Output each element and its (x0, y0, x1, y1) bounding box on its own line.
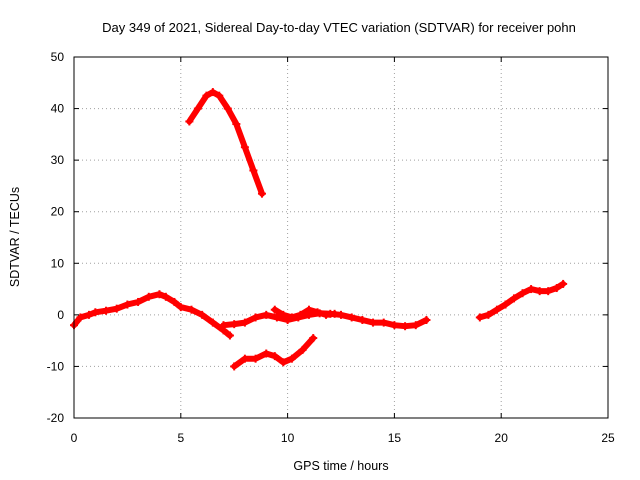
y-tick-label: 50 (51, 50, 65, 64)
data-point (257, 189, 266, 198)
data-point (225, 331, 234, 340)
x-tick-label: 5 (177, 431, 184, 445)
data-point (270, 352, 279, 361)
data-point (240, 143, 249, 152)
data-point (369, 318, 378, 327)
data-point (102, 306, 111, 315)
data-point (330, 309, 339, 318)
data-point (484, 310, 493, 319)
x-tick-label: 10 (281, 431, 295, 445)
data-point (298, 345, 307, 354)
x-axis-label: GPS time / hours (293, 459, 388, 473)
y-tick-label: 30 (51, 153, 65, 167)
data-point (193, 104, 202, 113)
data-point (240, 318, 249, 327)
data-point (91, 308, 100, 317)
data-point (270, 305, 279, 314)
data-point (76, 313, 85, 322)
data-point (215, 91, 224, 100)
y-axis-label: SDTVAR / TECUs (8, 187, 22, 287)
data-point (272, 313, 281, 322)
data-point (251, 354, 260, 363)
data-point (198, 310, 207, 319)
data-point (518, 289, 527, 298)
x-tick-label: 25 (601, 431, 615, 445)
data-point (501, 300, 510, 309)
data-point (208, 318, 217, 327)
data-point (535, 287, 544, 296)
data-point (232, 120, 241, 129)
data-point (230, 362, 239, 371)
data-point (309, 334, 318, 343)
data-point (112, 304, 121, 313)
data-point (223, 104, 232, 113)
data-point (322, 310, 331, 319)
data-point (187, 305, 196, 314)
data-point (202, 91, 211, 100)
data-point (161, 292, 170, 301)
y-axis-ticks: -20 -10 0 10 20 30 40 50 (47, 50, 608, 425)
data-point (176, 303, 185, 312)
data-point (527, 285, 536, 294)
data-point (559, 279, 568, 288)
data-point (552, 284, 561, 293)
data-point (230, 320, 239, 329)
data-point (249, 166, 258, 175)
data-series (70, 88, 568, 371)
data-point (492, 305, 501, 314)
x-tick-label: 20 (495, 431, 509, 445)
data-point (475, 313, 484, 322)
data-point (422, 316, 431, 325)
data-point (251, 313, 260, 322)
data-point (337, 310, 345, 319)
y-tick-label: 40 (51, 102, 65, 116)
data-point (155, 290, 164, 299)
data-point (240, 354, 249, 363)
data-point (279, 310, 288, 319)
y-tick-label: -20 (47, 411, 65, 425)
data-point (358, 316, 367, 325)
data-point (411, 321, 420, 330)
data-point (390, 321, 399, 330)
data-point (279, 358, 288, 367)
data-point (134, 297, 143, 306)
data-point (287, 354, 296, 363)
data-point (544, 287, 553, 296)
y-tick-label: 0 (57, 308, 64, 322)
data-point (313, 308, 322, 317)
data-point (347, 313, 356, 322)
x-axis-ticks: 0 5 10 15 20 25 (71, 57, 615, 445)
data-point (84, 310, 93, 319)
plot-frame (73, 56, 609, 419)
y-tick-label: -10 (47, 359, 65, 373)
data-point (208, 88, 217, 97)
data-point (287, 313, 296, 322)
y-tick-label: 20 (51, 205, 65, 219)
grid-lines (74, 57, 608, 418)
data-point (262, 310, 271, 319)
x-tick-label: 0 (71, 431, 78, 445)
x-tick-label: 15 (388, 431, 402, 445)
data-point (219, 321, 228, 330)
data-point (170, 297, 179, 306)
data-point (304, 305, 313, 314)
data-point (123, 300, 132, 309)
data-point (379, 318, 388, 327)
data-point (510, 294, 519, 303)
data-point (401, 322, 410, 331)
y-tick-label: 10 (51, 256, 65, 270)
data-point (185, 117, 194, 126)
series-arc-2 (186, 89, 265, 197)
data-point (262, 349, 271, 358)
data-point (144, 292, 153, 301)
data-point (296, 310, 305, 319)
chart-title: Day 349 of 2021, Sidereal Day-to-day VTE… (102, 20, 576, 35)
